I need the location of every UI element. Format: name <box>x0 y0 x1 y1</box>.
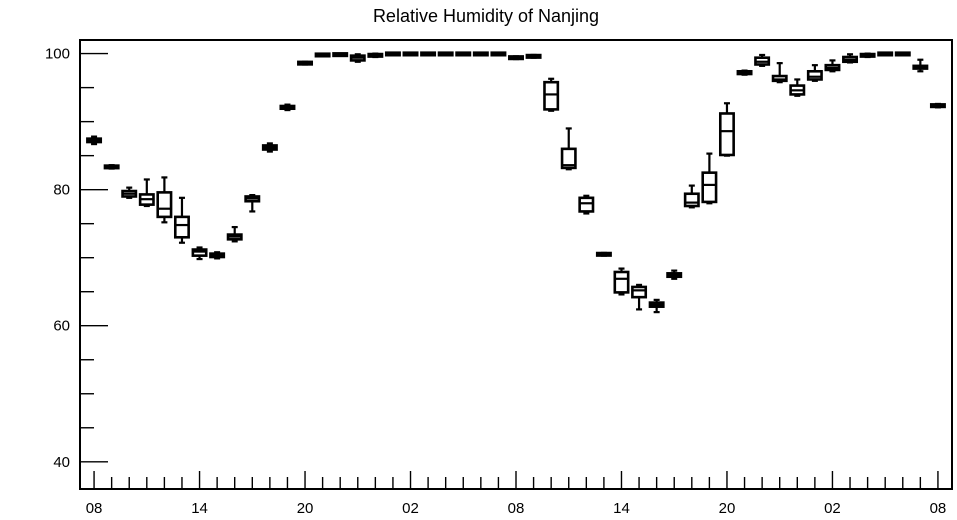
box-group <box>86 135 103 146</box>
box-group <box>191 246 208 261</box>
box-group <box>842 53 859 64</box>
box-group <box>226 225 243 243</box>
box-group <box>736 69 753 76</box>
x-tick-label: 14 <box>191 500 208 517</box>
box-iqr <box>173 215 190 239</box>
box-iqr <box>806 69 823 81</box>
box-group <box>595 251 612 257</box>
box-iqr <box>156 191 173 219</box>
box-iqr <box>578 196 595 213</box>
y-tick-label: 80 <box>53 182 70 199</box>
plot-frame <box>79 39 953 490</box>
x-tick-label: 20 <box>719 500 736 517</box>
box-iqr <box>613 270 630 294</box>
box-group <box>806 64 823 82</box>
x-tick-label: 20 <box>297 500 314 517</box>
box-group <box>384 51 401 57</box>
y-tick-label: 60 <box>53 318 70 335</box>
x-tick-label: 14 <box>613 500 630 517</box>
box-group <box>367 52 384 59</box>
box-group <box>789 78 806 97</box>
box-group <box>771 62 788 84</box>
box-group <box>894 51 911 57</box>
chart-title: Relative Humidity of Nanjing <box>373 6 599 26</box>
box-iqr <box>560 147 577 170</box>
box-group <box>121 186 138 199</box>
box-group <box>455 51 472 57</box>
box-group <box>859 52 876 59</box>
box-group <box>332 52 349 58</box>
x-tick-label: 08 <box>930 500 947 517</box>
box-group <box>683 184 700 209</box>
box-group <box>437 51 454 57</box>
box-group <box>701 152 718 205</box>
box-group <box>648 298 665 314</box>
box-group <box>613 267 630 296</box>
box-group <box>718 102 735 157</box>
axes-layer: 40 60 80 100 08 14 20 02 08 14 20 02 08 <box>45 46 946 517</box>
x-tick-label: 08 <box>86 500 103 517</box>
boxes-layer <box>86 51 946 314</box>
box-iqr <box>683 192 700 208</box>
box-group <box>543 77 560 112</box>
box-group <box>156 176 173 224</box>
box-iqr <box>701 171 718 204</box>
box-group <box>420 51 437 57</box>
box-group <box>824 59 841 73</box>
box-group <box>578 194 595 215</box>
box-group <box>666 269 683 280</box>
box-group <box>349 53 366 63</box>
box-iqr <box>631 285 648 299</box>
box-group <box>209 251 226 260</box>
x-tick-label: 08 <box>508 500 525 517</box>
box-group <box>912 58 929 73</box>
box-group <box>525 53 542 59</box>
y-tick-label: 40 <box>53 454 70 471</box>
box-group <box>631 283 648 311</box>
y-tick-label: 100 <box>45 46 70 63</box>
box-group <box>929 102 946 109</box>
box-group <box>490 51 507 57</box>
box-iqr <box>718 112 735 157</box>
box-group <box>103 164 120 170</box>
box-group <box>314 52 331 58</box>
box-group <box>877 51 894 57</box>
box-group <box>402 51 419 57</box>
box-group <box>508 55 524 61</box>
box-group <box>754 53 771 67</box>
x-tick-label: 02 <box>402 500 419 517</box>
box-iqr <box>543 80 560 111</box>
x-tick-label: 02 <box>824 500 841 517</box>
box-group <box>261 142 278 153</box>
box-group <box>297 60 314 66</box>
box-group <box>138 178 155 208</box>
box-group <box>244 194 261 213</box>
box-group <box>173 196 190 244</box>
box-group <box>472 51 489 57</box>
box-group <box>279 103 296 112</box>
box-group <box>560 127 577 171</box>
